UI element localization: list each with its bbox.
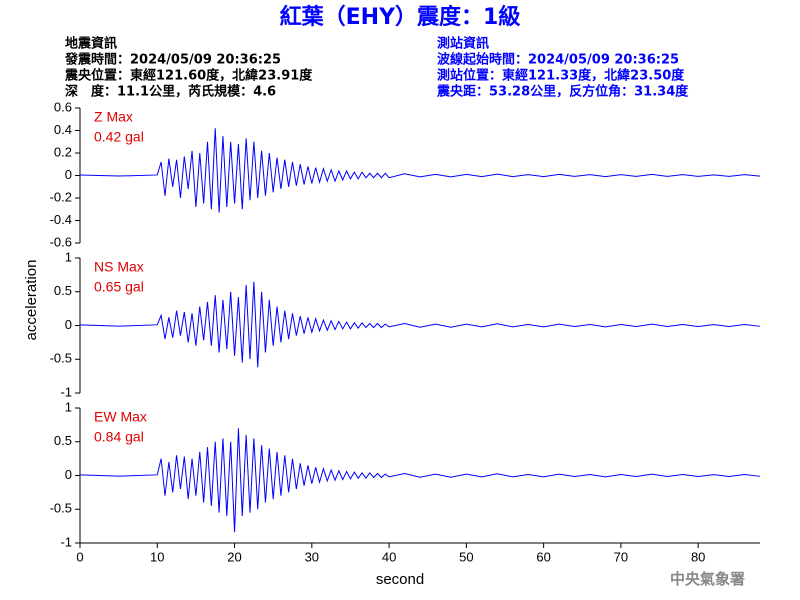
y-tick-label: -1	[60, 384, 72, 399]
y-tick-label: -0.4	[50, 212, 72, 227]
x-tick-label: 70	[614, 549, 628, 564]
panel-label: NS Max	[94, 259, 144, 275]
y-tick-label: 0.2	[54, 144, 72, 159]
y-tick-label: 0.5	[54, 283, 72, 298]
waveform	[79, 281, 761, 368]
y-tick-label: 1	[65, 399, 72, 414]
max-label: 0.42 gal	[94, 129, 144, 145]
y-tick-label: -0.5	[50, 501, 72, 516]
info-line: 震央距：53.28公里，反方位角：31.34度	[436, 84, 689, 100]
info-line: 發震時間：2024/05/09 20:36:25	[64, 52, 281, 68]
info-line: 深 度：11.1公里，芮氏規模：4.6	[65, 84, 276, 100]
max-label: 0.65 gal	[94, 279, 144, 295]
y-tick-label: 0	[65, 317, 72, 332]
panel-label: Z Max	[94, 109, 133, 125]
chart-title: 紅葉（EHY）震度：1級	[280, 4, 521, 30]
info-line: 測站位置：東經121.33度，北緯23.50度	[437, 68, 685, 84]
info-line: 震央位置：東經121.60度，北緯23.91度	[64, 68, 313, 84]
y-tick-label: 0.4	[54, 122, 72, 137]
y-tick-label: -0.2	[50, 189, 72, 204]
y-tick-label: 0.5	[54, 433, 72, 448]
x-tick-label: 20	[227, 549, 241, 564]
x-tick-label: 0	[76, 549, 83, 564]
x-tick-label: 60	[536, 549, 550, 564]
info-line: 地震資訊	[65, 36, 117, 52]
x-tick-label: 80	[691, 549, 705, 564]
x-tick-label: 40	[382, 549, 396, 564]
info-line: 波線起始時間：2024/05/09 20:36:25	[437, 52, 679, 68]
y-axis-label: acceleration	[23, 260, 40, 341]
y-tick-label: -1	[60, 534, 72, 549]
panel-label: EW Max	[94, 409, 147, 425]
x-tick-label: 10	[150, 549, 164, 564]
y-tick-label: 0.6	[54, 99, 72, 114]
y-tick-label: -0.6	[50, 234, 72, 249]
info-line: 測站資訊	[437, 36, 489, 52]
y-tick-label: 0	[65, 467, 72, 482]
y-tick-label: 0	[65, 167, 72, 182]
x-tick-label: 30	[305, 549, 319, 564]
x-axis-label: second	[376, 571, 424, 588]
waveform	[79, 128, 761, 213]
y-tick-label: -0.5	[50, 351, 72, 366]
waveform	[79, 428, 761, 533]
watermark: 中央氣象署	[670, 570, 745, 588]
y-tick-label: 1	[65, 249, 72, 264]
max-label: 0.84 gal	[94, 429, 144, 445]
x-tick-label: 50	[459, 549, 473, 564]
